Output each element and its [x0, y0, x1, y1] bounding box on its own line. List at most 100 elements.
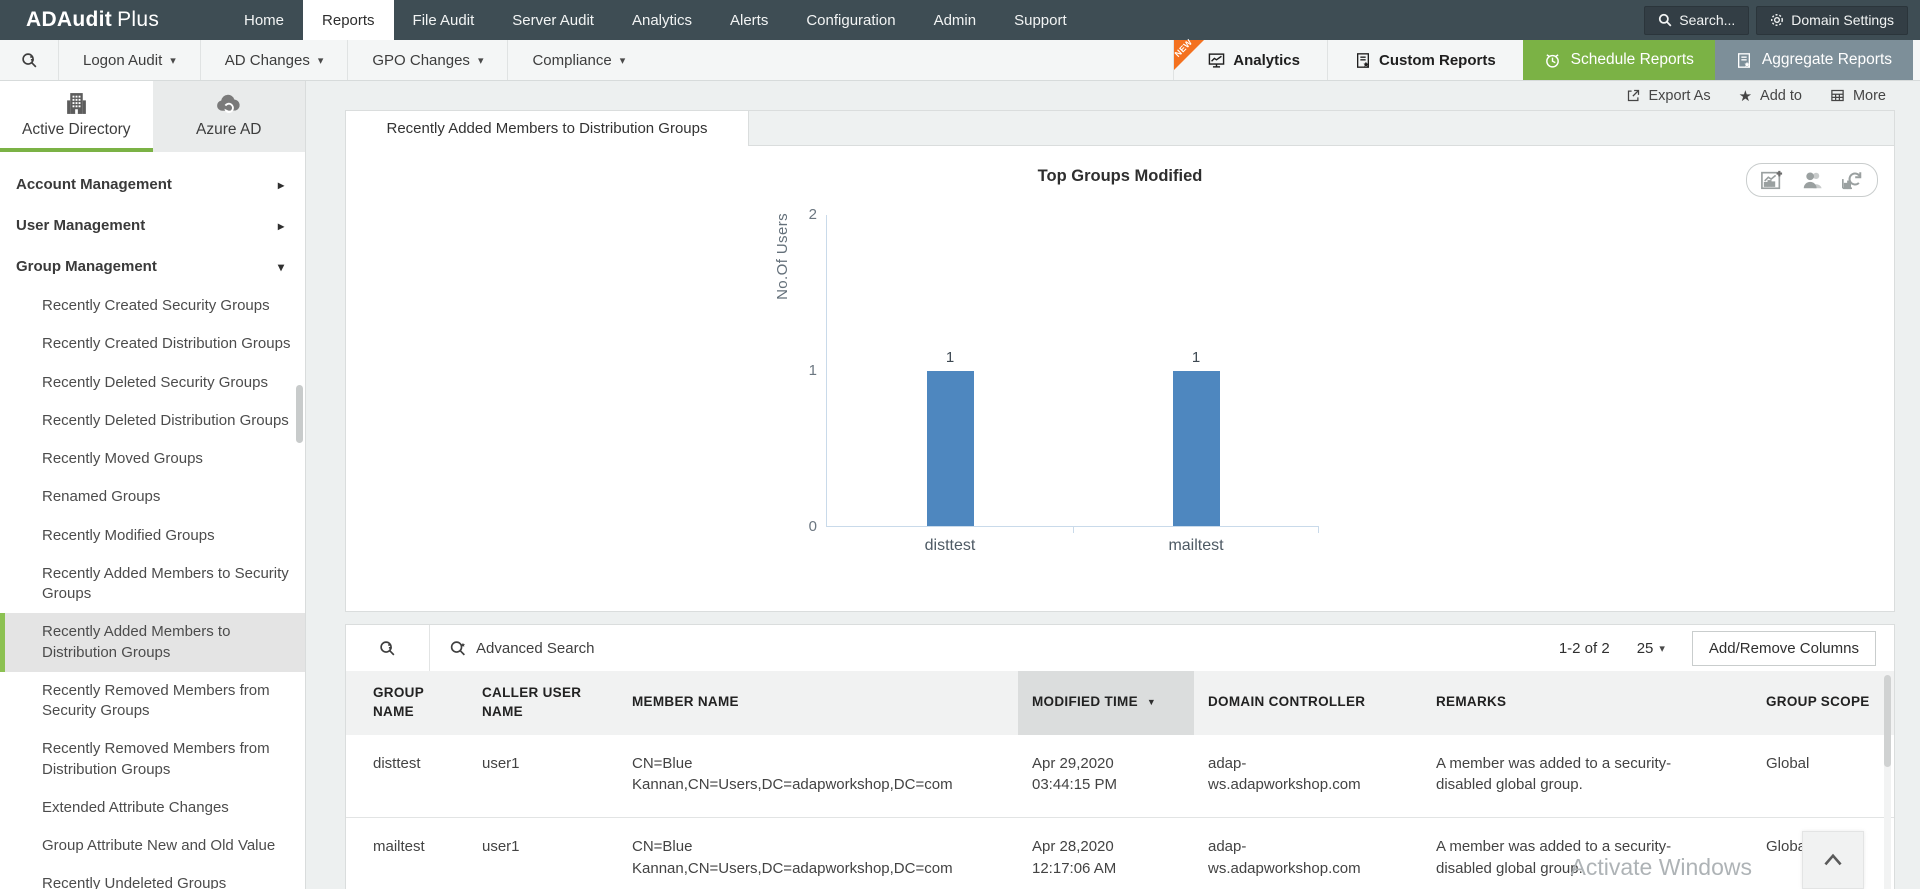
menu-gpo-changes[interactable]: GPO Changes ▾: [347, 40, 507, 80]
nav-item-alerts[interactable]: Alerts: [730, 11, 769, 29]
sidebar-section-account-management[interactable]: Account Management ▸: [0, 164, 305, 205]
sidebar-item-recently-created-distribution-groups[interactable]: Recently Created Distribution Groups: [42, 335, 291, 353]
aggregate-reports-doc-icon: [1736, 52, 1752, 69]
nav-item-analytics[interactable]: Analytics: [631, 11, 692, 29]
nav-item-server-audit[interactable]: Server Audit: [512, 11, 594, 29]
sidebar-section-user-management[interactable]: User Management ▸: [0, 205, 305, 246]
sidebar-item-group-attribute-new-and-old-value[interactable]: Group Attribute New and Old Value: [42, 837, 276, 854]
search-icon: [1658, 13, 1672, 27]
cell-caller-user-name: user1: [482, 754, 520, 772]
section-label: User Management: [16, 217, 146, 234]
bar-disttest[interactable]: [926, 370, 974, 526]
column-header-group-name[interactable]: GROUP NAME: [346, 671, 468, 735]
table-pagination: 1-2 of 2 25 ▾ Add/Remove Columns: [1558, 630, 1876, 666]
export-as-label: Export As: [1648, 87, 1711, 104]
table-quick-search-button[interactable]: [346, 625, 430, 671]
column-header-caller-user-name[interactable]: CALLER USER NAME: [468, 671, 618, 735]
bar-group-disttest: 1: [827, 215, 1073, 526]
caret-right-icon: ▸: [277, 177, 284, 192]
sidebar: Active Directory Azure AD Account Manage…: [0, 81, 306, 889]
sidebar-scrollbar-thumb[interactable]: [296, 385, 303, 443]
report-table: GROUP NAME CALLER USER NAME MEMBER NAME …: [346, 671, 1894, 889]
export-icon: [1626, 88, 1641, 103]
cell-remarks: A member was added to a security-disable…: [1436, 754, 1672, 794]
sidebar-item-recently-deleted-security-groups[interactable]: Recently Deleted Security Groups: [42, 373, 268, 391]
aggregate-reports-button[interactable]: Aggregate Reports: [1714, 40, 1913, 80]
custom-reports-doc-icon: [1355, 52, 1371, 69]
pagination-range: 1-2 of 2: [1558, 639, 1610, 657]
tab-azure-ad-label: Azure AD: [196, 120, 262, 138]
cell-remarks: A member was added to a security-disable…: [1422, 817, 1752, 889]
nav-item-reports[interactable]: Reports: [303, 0, 394, 40]
search-columns-icon: [379, 640, 396, 657]
custom-reports-link[interactable]: Custom Reports: [1326, 40, 1523, 80]
report-tab-active[interactable]: Recently Added Members to Distribution G…: [346, 111, 749, 146]
chart-title: Top Groups Modified: [1037, 167, 1203, 185]
menu-compliance[interactable]: Compliance ▾: [507, 40, 649, 80]
gear-icon: [1770, 13, 1784, 27]
bar-mailtest[interactable]: [1172, 370, 1220, 526]
advanced-search-icon: [449, 640, 467, 657]
column-header-remarks[interactable]: REMARKS: [1422, 671, 1752, 735]
cell-modified-time: Apr 29,2020 03:44:15 PM: [1032, 754, 1118, 794]
sidebar-item-recently-modified-groups[interactable]: Recently Modified Groups: [42, 526, 215, 544]
sidebar-item-renamed-groups[interactable]: Renamed Groups: [42, 488, 161, 506]
sidebar-item-extended-attribute-changes[interactable]: Extended Attribute Changes: [42, 798, 229, 816]
column-header-modified-time[interactable]: MODIFIED TIME ▼: [1018, 671, 1194, 735]
menu-logon-audit[interactable]: Logon Audit ▾: [58, 40, 200, 80]
more-button[interactable]: More: [1830, 88, 1886, 104]
advanced-search-button[interactable]: Advanced Search: [430, 640, 594, 657]
table-scrollbar-thumb[interactable]: [1884, 675, 1891, 767]
nav-item-support[interactable]: Support: [1014, 11, 1067, 29]
caret-down-icon: ▾: [277, 259, 284, 274]
report-category-toolbar: Logon Audit ▾ AD Changes ▾ GPO Changes ▾…: [0, 37, 1920, 81]
menu-ad-changes[interactable]: AD Changes ▾: [199, 40, 348, 80]
global-search-label: Search...: [1679, 12, 1736, 28]
caret-down-icon: ▾: [170, 54, 176, 67]
sidebar-item-recently-created-security-groups[interactable]: Recently Created Security Groups: [42, 297, 270, 314]
sidebar-item-recently-removed-members-from-security-groups[interactable]: Recently Removed Members from Security G…: [42, 681, 270, 719]
page-size-value: 25: [1636, 639, 1654, 657]
x-axis-tick: [1318, 526, 1319, 533]
x-axis-tick: [1073, 526, 1074, 533]
nav-item-configuration[interactable]: Configuration: [806, 11, 896, 29]
sidebar-item-recently-moved-groups[interactable]: Recently Moved Groups: [42, 450, 203, 467]
sidebar-item-recently-added-members-to-security-groups[interactable]: Recently Added Members to Security Group…: [42, 564, 289, 602]
section-label: Group Management: [16, 258, 157, 275]
sidebar-tabs: Active Directory Azure AD: [0, 81, 305, 152]
analytics-link[interactable]: NEW Analytics: [1173, 37, 1327, 80]
nav-item-home[interactable]: Home: [244, 11, 285, 29]
column-header-member-name[interactable]: MEMBER NAME: [618, 671, 1018, 735]
scroll-to-top-button[interactable]: [1802, 831, 1864, 889]
column-header-group-scope[interactable]: GROUP SCOPE: [1752, 671, 1894, 735]
advanced-search-label: Advanced Search: [476, 639, 595, 657]
add-to-button[interactable]: ★ Add to: [1739, 87, 1802, 105]
tab-active-directory[interactable]: Active Directory: [0, 81, 153, 152]
cell-domain-controller: adap-ws.adapworkshop.com: [1208, 754, 1361, 794]
table-row: disttest user1 CN=Blue Kannan,CN=Users,D…: [346, 735, 1894, 818]
column-header-domain-controller[interactable]: DOMAIN CONTROLLER: [1194, 671, 1422, 735]
search-columns-icon: [21, 52, 38, 69]
add-chart-icon[interactable]: [1760, 169, 1784, 191]
nav-item-file-audit[interactable]: File Audit: [412, 11, 475, 29]
tab-azure-ad[interactable]: Azure AD: [152, 81, 305, 152]
sidebar-item-recently-removed-members-from-distribution-groups[interactable]: Recently Removed Members from Distributi…: [42, 740, 270, 778]
schedule-reports-button[interactable]: Schedule Reports: [1522, 40, 1715, 80]
subbar-right: NEW Analytics Custom Reports Schedule Re…: [1173, 37, 1920, 80]
page-size-select[interactable]: 25 ▾: [1637, 640, 1665, 657]
user-chart-icon[interactable]: [1800, 169, 1824, 191]
sidebar-item-recently-deleted-distribution-groups[interactable]: Recently Deleted Distribution Groups: [42, 411, 289, 429]
domain-settings-button[interactable]: Domain Settings: [1756, 5, 1908, 35]
sidebar-section-group-management[interactable]: Group Management ▾: [0, 246, 305, 287]
sidebar-item-recently-added-members-to-distribution-groups[interactable]: Recently Added Members to Distribution G…: [0, 613, 305, 672]
menu-ad-changes-label: AD Changes: [224, 51, 310, 69]
table-scrollbar-track[interactable]: [1884, 673, 1891, 889]
column-search-toggle[interactable]: [0, 40, 58, 80]
refresh-chart-icon[interactable]: [1840, 169, 1864, 191]
sidebar-item-recently-undeleted-groups[interactable]: Recently Undeleted Groups: [42, 875, 227, 889]
add-remove-columns-button[interactable]: Add/Remove Columns: [1691, 630, 1876, 666]
global-search-button[interactable]: Search...: [1644, 5, 1750, 35]
menu-gpo-changes-label: GPO Changes: [372, 51, 470, 69]
export-as-button[interactable]: Export As: [1626, 88, 1711, 104]
nav-item-admin[interactable]: Admin: [933, 11, 977, 29]
